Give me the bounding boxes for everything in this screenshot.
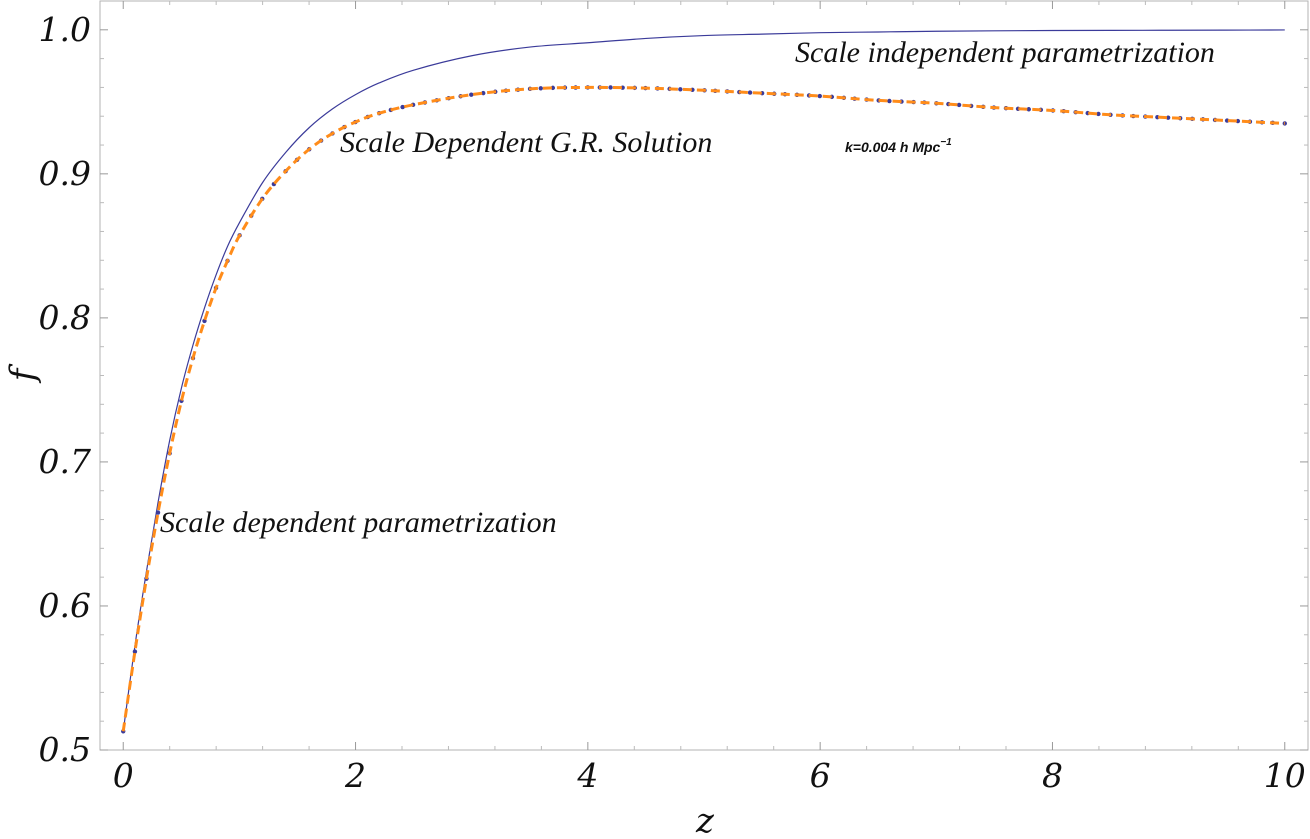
annotation-scale-dependent: Scale dependent parametrization	[160, 506, 557, 539]
series-line-scale-dependent	[121, 85, 1285, 732]
y-tick-label: 0.7	[39, 442, 91, 481]
x-tick-label: 6	[810, 756, 831, 795]
y-tick-label: 1.0	[39, 10, 91, 49]
y-axis-ticks: 0.5 0.6 0.7 0.8 0.9 1.0	[39, 10, 1308, 769]
series-point-gr-solution	[747, 90, 753, 95]
y-tick-label: 0.6	[39, 586, 91, 625]
series-point-gr-solution	[817, 93, 822, 99]
series-point-gr-solution	[400, 104, 405, 110]
series-point-gr-solution	[469, 92, 474, 97]
series-point-gr-solution	[608, 85, 613, 90]
series-point-gr-solution	[132, 649, 138, 654]
series-point-gr-solution	[538, 86, 543, 91]
series-point-gr-solution	[956, 102, 962, 108]
x-tick-label: 8	[1042, 756, 1063, 795]
y-axis-label: f	[3, 363, 43, 384]
annotation-k-value-superscript: −1	[940, 137, 952, 148]
series-point-gr-solution	[1026, 107, 1031, 112]
annotation-scale-independent: Scale independent parametrization	[795, 36, 1215, 69]
x-axis-label: z	[695, 801, 715, 839]
series-layer	[121, 29, 1287, 734]
x-tick-label: 10	[1264, 756, 1306, 795]
series-point-gr-solution	[155, 510, 161, 515]
annotation-gr-solution: Scale Dependent G.R. Solution	[340, 126, 712, 159]
y-tick-label: 0.5	[39, 730, 91, 769]
series-point-gr-solution	[1096, 111, 1101, 117]
x-axis-ticks: 0 2 4 6 8 10	[113, 1, 1306, 795]
annotation-k-value: k=0.004 h Mpc−1	[845, 137, 952, 155]
x-tick-label: 0	[113, 756, 134, 795]
series-point-gr-solution	[887, 98, 892, 104]
annotation-k-value-text: k=0.004 h Mpc	[845, 139, 941, 155]
series-point-gr-solution	[678, 87, 683, 92]
series-path-gr-solution	[123, 87, 1285, 731]
x-tick-label: 4	[576, 756, 598, 795]
series-line-scale-independent	[122, 29, 1285, 732]
y-tick-label: 0.8	[39, 298, 91, 337]
y-tick-label: 0.9	[39, 154, 91, 193]
series-point-gr-solution	[1282, 121, 1287, 126]
plot-frame	[99, 0, 1309, 751]
x-tick-label: 2	[344, 756, 366, 795]
